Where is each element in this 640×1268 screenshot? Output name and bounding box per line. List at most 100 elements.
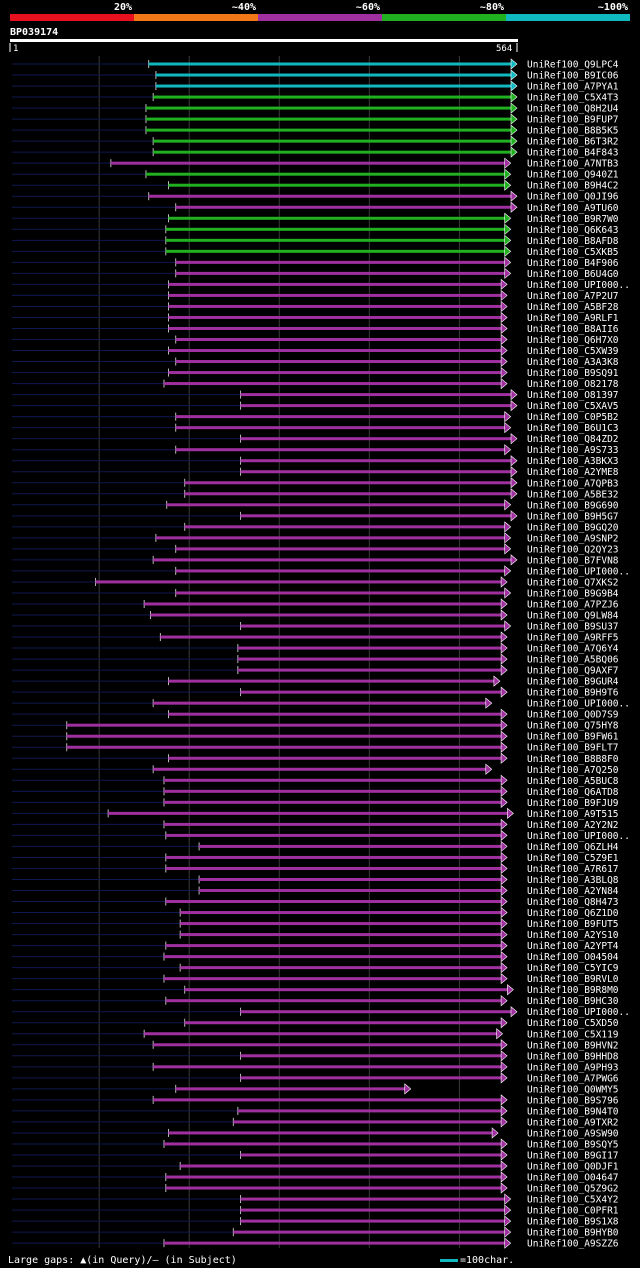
hit-row[interactable]: UniRef100_A9SNP2 [12,532,619,545]
hit-row[interactable]: UniRef100_B9FUP7 [12,113,619,126]
hit-row[interactable]: UniRef100_UPI000.. [12,697,630,710]
hit-row[interactable]: UniRef100_A9S733 [12,444,619,457]
hit-label[interactable]: UniRef100_UPI000.. [527,566,630,577]
hit-row[interactable]: UniRef100_Q0WMY5 [12,1083,619,1096]
hit-row[interactable]: UniRef100_B9N4T0 [12,1105,619,1118]
hit-row[interactable]: UniRef100_B8B8F0 [12,752,619,765]
hit-row[interactable]: UniRef100_C0P5B2 [12,410,619,424]
hit-label[interactable]: UniRef100_Q7XKS2 [527,577,619,588]
hit-label[interactable]: UniRef100_Q6ZLH4 [527,842,619,853]
hit-row[interactable]: UniRef100_C5X4T3 [12,91,619,104]
hit-label[interactable]: UniRef100_B9FLT7 [527,743,619,754]
hit-row[interactable]: UniRef100_B9IC06 [12,69,619,82]
hit-row[interactable]: UniRef100_A7P2U7 [12,289,619,302]
hit-label[interactable]: UniRef100_B9GQ20 [527,522,619,533]
hit-label[interactable]: UniRef100_A9TU60 [527,203,619,214]
hit-row[interactable]: UniRef100_B9FJU9 [12,796,619,809]
hit-label[interactable]: UniRef100_Q6H7X0 [527,335,619,346]
hit-row[interactable]: UniRef100_B9FW61 [12,730,619,743]
hit-row[interactable]: UniRef100_A7PZJ6 [12,598,619,611]
hit-row[interactable]: UniRef100_A2YN84 [12,884,619,898]
hit-row[interactable]: UniRef100_B9G9B4 [12,587,619,600]
hit-row[interactable]: UniRef100_A2Y2N2 [12,818,619,831]
hit-row[interactable]: UniRef100_Q0JI96 [12,190,619,203]
hit-label[interactable]: UniRef100_C5X4T3 [527,93,619,104]
hit-row[interactable]: UniRef100_B9H9T6 [12,686,619,699]
hit-label[interactable]: UniRef100_A7PWG6 [527,1073,619,1084]
hit-row[interactable]: UniRef100_A3BLQ8 [12,873,619,886]
hit-row[interactable]: UniRef100_A5BQ06 [12,653,619,666]
hit-label[interactable]: UniRef100_B9R8M0 [527,985,619,996]
hit-label[interactable]: UniRef100_B9FJU9 [527,798,619,809]
hit-label[interactable]: UniRef100_B9H9T6 [527,688,619,699]
hit-row[interactable]: UniRef100_Q9LW84 [12,609,619,622]
hit-row[interactable]: UniRef100_C0PFR1 [12,1204,619,1217]
hit-label[interactable]: UniRef100_UPI000.. [527,1007,630,1018]
hit-label[interactable]: UniRef100_O81397 [527,390,619,401]
hit-label[interactable]: UniRef100_C0P5B2 [527,412,619,423]
hit-row[interactable]: UniRef100_B6U1C3 [12,422,619,435]
hit-row[interactable]: UniRef100_Q8H2U4 [12,102,619,115]
hit-row[interactable]: UniRef100_A5BF28 [12,300,619,313]
hit-label[interactable]: UniRef100_B9S796 [527,1095,619,1106]
hit-row[interactable]: UniRef100_B4F843 [12,146,619,159]
hit-row[interactable]: UniRef100_B9FUT5 [12,917,619,931]
hit-label[interactable]: UniRef100_A9TXR2 [527,1117,619,1128]
hit-label[interactable]: UniRef100_A5BE32 [527,489,619,500]
hit-label[interactable]: UniRef100_B9N4T0 [527,1106,619,1117]
hit-row[interactable]: UniRef100_C5XW39 [12,344,619,358]
hit-label[interactable]: UniRef100_A3BKX3 [527,456,619,467]
hit-label[interactable]: UniRef100_B8B5K5 [527,126,619,137]
hit-label[interactable]: UniRef100_B9GI17 [527,1150,619,1161]
hit-label[interactable]: UniRef100_B9G9B4 [527,588,619,599]
hit-label[interactable]: UniRef100_O04504 [527,952,619,963]
hit-row[interactable]: UniRef100_Q6H7X0 [12,333,619,347]
hit-label[interactable]: UniRef100_B9HC30 [527,996,619,1007]
hit-label[interactable]: UniRef100_C5XAV5 [527,401,619,412]
hit-label[interactable]: UniRef100_C0PFR1 [527,1206,619,1217]
hit-row[interactable]: UniRef100_B9GI17 [12,1149,619,1162]
hit-label[interactable]: UniRef100_Q6ATD8 [527,787,619,798]
hit-label[interactable]: UniRef100_A7Q250 [527,765,619,776]
hit-label[interactable]: UniRef100_B6U4G0 [527,269,619,280]
hit-row[interactable]: UniRef100_Q6K643 [12,223,619,236]
hit-row[interactable]: UniRef100_C5XD50 [12,1017,619,1030]
hit-label[interactable]: UniRef100_Q940Z1 [527,170,619,181]
hit-label[interactable]: UniRef100_B9FUP7 [527,115,619,126]
hit-row[interactable]: UniRef100_B8B5K5 [12,124,619,137]
hit-row[interactable]: UniRef100_A9RLF1 [12,311,619,324]
hit-row[interactable]: UniRef100_C5X119 [12,1028,619,1041]
hit-label[interactable]: UniRef100_B4F843 [527,148,619,159]
hit-label[interactable]: UniRef100_A7PYA1 [527,82,619,93]
hit-label[interactable]: UniRef100_B7FVN8 [527,555,619,566]
hit-label[interactable]: UniRef100_B9H5G7 [527,511,619,522]
hit-row[interactable]: UniRef100_A7QPB3 [12,477,619,490]
hit-label[interactable]: UniRef100_UPI000.. [527,280,630,291]
hit-row[interactable]: UniRef100_A2YME8 [12,466,619,479]
hit-label[interactable]: UniRef100_A9SW90 [527,1128,619,1139]
hit-label[interactable]: UniRef100_B9SQ91 [527,368,619,379]
hit-row[interactable]: UniRef100_B9G690 [12,499,619,512]
hit-row[interactable]: UniRef100_Q7XKS2 [12,576,619,589]
hit-label[interactable]: UniRef100_Q0WMY5 [527,1084,619,1095]
hit-label[interactable]: UniRef100_B8B8F0 [527,754,619,765]
hit-label[interactable]: UniRef100_A2YPT4 [527,941,619,952]
hit-row[interactable]: UniRef100_UPI000.. [12,829,630,842]
hit-row[interactable]: UniRef100_B9HYB0 [12,1226,619,1239]
hit-label[interactable]: UniRef100_B9SQY5 [527,1139,619,1150]
hit-label[interactable]: UniRef100_A9T515 [527,809,619,820]
hit-row[interactable]: UniRef100_B9S1X8 [12,1215,619,1228]
hit-label[interactable]: UniRef100_Q9LW84 [527,611,619,622]
hit-row[interactable]: UniRef100_B9S796 [12,1094,619,1107]
hit-row[interactable]: UniRef100_Q84ZD2 [12,433,619,446]
hit-label[interactable]: UniRef100_C5X4Y2 [527,1195,619,1206]
hit-label[interactable]: UniRef100_B4F906 [527,258,619,269]
hit-label[interactable]: UniRef100_A5BQ06 [527,655,619,666]
hit-row[interactable]: UniRef100_B9RVL0 [12,973,619,986]
hit-row[interactable]: UniRef100_Q9AXF7 [12,664,619,677]
hit-row[interactable]: UniRef100_B7FVN8 [12,554,619,567]
hit-label[interactable]: UniRef100_B9SU37 [527,622,619,633]
hit-label[interactable]: UniRef100_Q0DJF1 [527,1162,619,1173]
hit-row[interactable]: UniRef100_A5BE32 [12,488,619,501]
hit-label[interactable]: UniRef100_Q0JI96 [527,192,619,203]
